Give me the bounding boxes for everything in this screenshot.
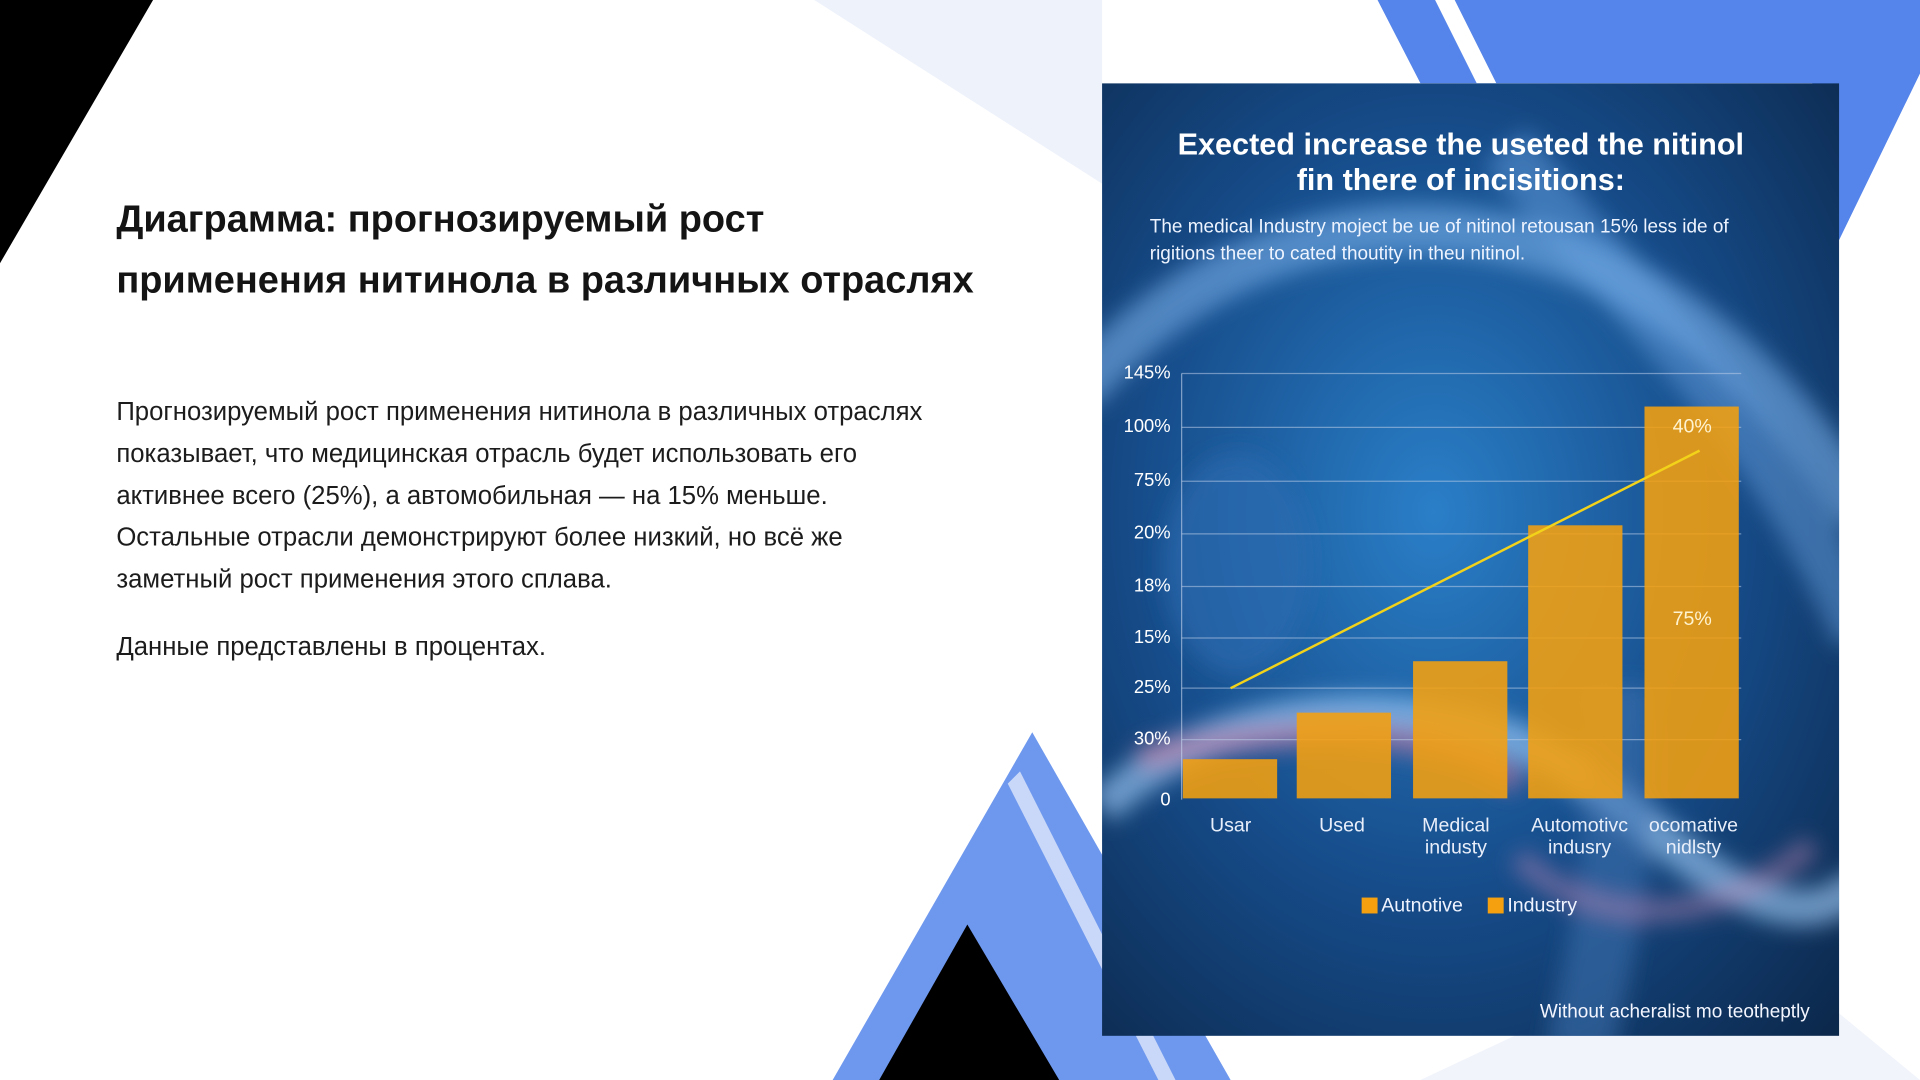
category-label: Automotivc — [1531, 814, 1628, 836]
figure-subtitle: rigitions theer to cated thoutity in the… — [1150, 244, 1525, 265]
legend-label: Industry — [1507, 894, 1577, 916]
tick-label: 0 — [1160, 789, 1170, 810]
tick-label: 30% — [1134, 727, 1171, 748]
slide-title: применения нитинола в различных отраслях — [116, 260, 973, 302]
tick-label: 100% — [1124, 415, 1171, 436]
figure-subtitle: The medical Industry moject be ue of nit… — [1150, 217, 1730, 238]
deco-triangle — [814, 0, 1103, 184]
bar-label: 40% — [1673, 416, 1712, 438]
figure: Exected increase the useted the nitinol … — [1102, 83, 1840, 1036]
paragraph-line: активнее всего (25%), а автомобильная — … — [116, 482, 827, 510]
tick-label: 15% — [1134, 626, 1171, 647]
category-label: ocomative — [1649, 814, 1738, 836]
legend-swatch — [1487, 897, 1504, 914]
figure-title: fin there of incisitions: — [1297, 163, 1625, 197]
category-label: indusry — [1548, 836, 1611, 858]
paragraph-line: Остальные отрасли демонстрируют более ни… — [116, 524, 842, 552]
legend-label: Autnotive — [1381, 894, 1463, 916]
figure-footer: Without acheralist mo teotheptly — [1540, 1002, 1810, 1023]
note: Данные представлены в процентах. — [116, 633, 546, 661]
figure-bar — [1528, 525, 1623, 799]
category-label: Medical — [1422, 814, 1489, 836]
figure-title: Exected increase the useted the nitinol — [1178, 127, 1744, 161]
figure-bar — [1182, 759, 1278, 799]
paragraph-line: Прогнозируемый рост применения нитинола … — [116, 398, 922, 426]
tick-label: 145% — [1124, 361, 1171, 382]
deco-triangle — [879, 924, 1060, 1080]
category-label: nidlsty — [1666, 836, 1722, 858]
deco-stripe — [1435, 0, 1497, 84]
category-label: Used — [1319, 814, 1365, 836]
figure-bar — [1644, 406, 1739, 799]
tick-label: 20% — [1134, 522, 1171, 543]
deco-shape — [1377, 0, 1920, 245]
figure-chart: 145% 100% 75% 20% 18% 15% 25% 30% 0 40% 75% Usar Use… — [1124, 361, 1742, 916]
figure-bar — [1413, 661, 1508, 799]
legend-swatch — [1361, 897, 1378, 914]
category-label: Usar — [1210, 814, 1252, 836]
deco-triangle — [0, 0, 154, 264]
paragraph: Прогнозируемый рост применения нитинола … — [116, 398, 922, 594]
category-label: industy — [1425, 836, 1487, 858]
tick-label: 18% — [1134, 574, 1171, 595]
bar-label: 75% — [1673, 608, 1712, 630]
paragraph-line: показывает, что медицинская отрасль буде… — [116, 440, 857, 468]
trend-line — [1230, 449, 1701, 690]
tick-label: 75% — [1134, 469, 1171, 490]
slide-title: Диаграмма: прогнозируемый рост — [116, 198, 764, 240]
text-column: Диаграмма: прогнозируемый рост применени… — [116, 198, 973, 661]
figure-bar — [1296, 712, 1392, 799]
tick-label: 25% — [1134, 676, 1171, 697]
paragraph-line: заметный рост применения этого сплава. — [116, 566, 612, 594]
